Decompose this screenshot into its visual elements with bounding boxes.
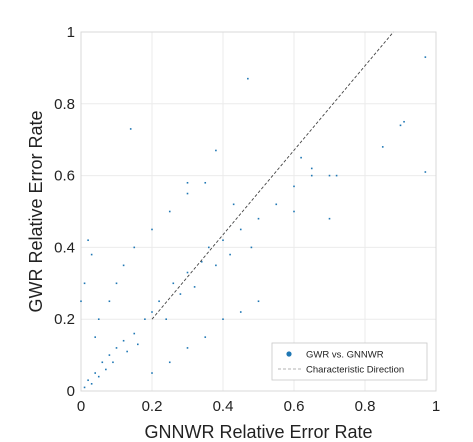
data-point: [204, 181, 207, 184]
data-point: [94, 336, 96, 338]
data-point: [179, 293, 182, 295]
legend-label-characteristic-direction: Characteristic Direction: [306, 365, 404, 376]
data-point: [108, 354, 111, 356]
data-point: [399, 124, 402, 127]
data-point: [83, 386, 86, 389]
data-point: [257, 300, 260, 303]
data-point: [250, 246, 253, 249]
data-point: [328, 174, 331, 177]
data-point: [133, 332, 136, 335]
data-point: [151, 311, 153, 313]
legend-box: [271, 342, 428, 381]
data-point: [222, 239, 224, 242]
x-axis-label: GNNWR Relative Error Rate: [144, 422, 372, 442]
data-point: [222, 318, 224, 320]
x-tick-label: 0.4: [213, 398, 234, 415]
data-point: [204, 336, 207, 338]
x-tick-label: 0.6: [284, 398, 305, 415]
x-tick-label: 1: [432, 398, 440, 415]
y-tick-label: 0.4: [54, 239, 75, 256]
data-point: [90, 253, 93, 256]
data-point: [232, 203, 235, 206]
data-point: [247, 77, 249, 80]
data-point: [137, 343, 139, 346]
data-point: [310, 174, 313, 177]
data-point: [108, 300, 111, 303]
data-point: [97, 375, 100, 378]
x-tick-label: 0: [77, 398, 85, 415]
data-point: [122, 339, 125, 342]
data-point: [133, 246, 136, 249]
data-point: [151, 372, 153, 374]
data-point: [186, 192, 189, 195]
data-points: [80, 56, 427, 389]
data-point: [293, 210, 295, 213]
data-point: [424, 171, 427, 173]
data-point: [97, 318, 100, 320]
data-point: [200, 260, 203, 263]
legend-marker-gwr-vs-gnnwr: [286, 351, 292, 357]
data-point: [310, 167, 313, 170]
data-point: [208, 246, 210, 249]
data-point: [144, 318, 146, 320]
data-point: [328, 217, 331, 220]
data-point: [158, 300, 160, 303]
data-point: [83, 282, 86, 285]
data-point: [300, 156, 302, 159]
x-tick-label: 0.2: [142, 398, 163, 415]
data-point: [403, 120, 405, 123]
data-point: [101, 361, 104, 364]
y-axis-label: GWR Relative Error Rate: [26, 110, 46, 312]
y-tick-label: 1: [67, 24, 75, 41]
data-point: [115, 347, 118, 349]
data-point: [186, 271, 189, 274]
data-point: [239, 228, 242, 231]
data-point: [193, 286, 196, 288]
data-point: [229, 253, 231, 256]
data-point: [80, 300, 82, 303]
data-point: [172, 282, 175, 285]
grid: [81, 32, 436, 391]
data-point: [239, 311, 242, 313]
data-point: [381, 146, 384, 148]
data-point: [168, 210, 171, 213]
legend-label-gwr-vs-gnnwr: GWR vs. GNNWR: [306, 350, 384, 361]
data-point: [275, 203, 278, 206]
data-point: [293, 185, 295, 188]
data-point: [186, 181, 189, 184]
data-point: [165, 318, 167, 320]
data-point: [186, 347, 189, 349]
y-tick-label: 0: [67, 383, 75, 400]
x-tick-label: 0.8: [355, 398, 376, 415]
data-point: [424, 56, 427, 58]
data-point: [105, 368, 107, 371]
data-point: [215, 149, 217, 152]
data-point: [151, 228, 153, 231]
data-point: [168, 361, 171, 364]
x-tick-labels: 0 0.2 0.4 0.6 0.8 1: [77, 398, 440, 415]
data-point: [87, 379, 89, 382]
data-point: [215, 264, 217, 267]
y-tick-labels: 0 0.2 0.4 0.6 0.8 1: [54, 24, 75, 400]
data-point: [335, 174, 338, 177]
data-point: [87, 239, 89, 242]
data-point: [129, 128, 132, 130]
data-point: [126, 350, 128, 353]
legend: GWR vs. GNNWR Characteristic Direction: [271, 342, 428, 381]
data-point: [112, 361, 114, 364]
characteristic-direction-line: [151, 31, 394, 320]
data-point: [115, 282, 118, 285]
y-tick-label: 0.8: [54, 96, 75, 113]
data-point: [257, 217, 260, 220]
data-point: [94, 372, 96, 374]
y-tick-label: 0.2: [54, 311, 75, 328]
data-point: [122, 264, 125, 267]
plot-frame: [80, 31, 437, 392]
data-point: [90, 383, 93, 385]
y-tick-label: 0.6: [54, 168, 75, 185]
